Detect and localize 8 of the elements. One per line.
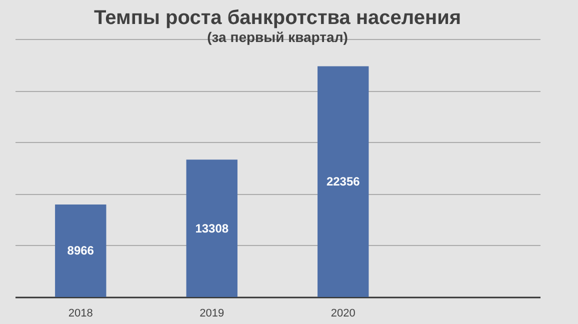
data-label: 8966	[67, 244, 94, 258]
x-tick-label: 2019	[200, 308, 224, 320]
x-tick-label: 2020	[330, 308, 356, 320]
x-tick-label: 2018	[68, 308, 93, 320]
chart-subtitle: (за первый квартал)	[207, 29, 348, 45]
data-label: 13308	[195, 221, 229, 236]
data-label: 22356	[326, 174, 360, 189]
chart-title: Темпы роста банкротства населения	[94, 7, 462, 29]
